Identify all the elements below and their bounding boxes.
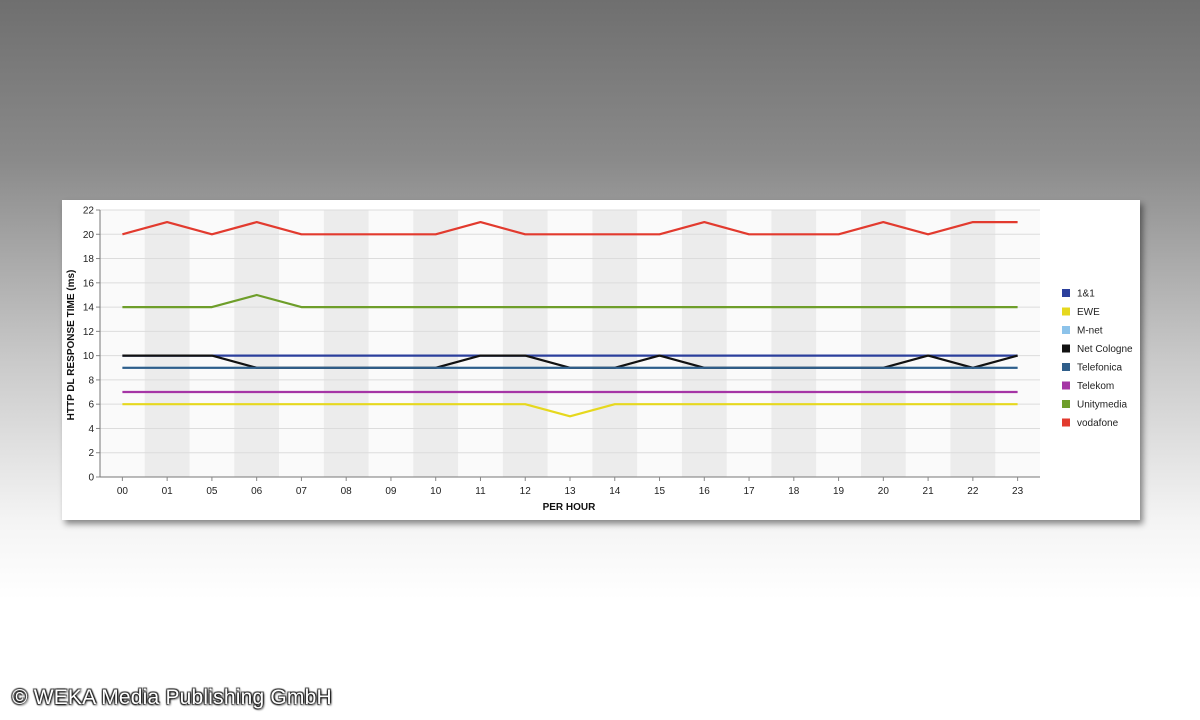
column-band (950, 210, 996, 477)
legend-swatch-ewe (1062, 307, 1070, 316)
legend-label-net-cologne: Net Cologne (1077, 344, 1133, 355)
chart-card: 0 2 4 6 8 10 12 14 16 18 20 22 00 01 05 06 07 08 09 10 11 12… (62, 200, 1140, 520)
x-tick-label: 01 (162, 486, 174, 497)
x-tick-label: 05 (206, 486, 218, 497)
x-tick-label: 23 (1012, 486, 1024, 497)
y-tick-label: 16 (83, 278, 95, 289)
y-tick-label: 6 (88, 400, 94, 411)
series-lines (122, 221, 1018, 418)
column-band (413, 210, 459, 477)
copyright-watermark: © WEKA Media Publishing GmbH (12, 686, 332, 709)
legend-label-telekom: Telekom (1077, 381, 1114, 392)
y-tick-label: 8 (88, 375, 94, 386)
legend-label-ewe: EWE (1077, 307, 1100, 318)
y-tick-label: 18 (83, 254, 95, 265)
x-tick-label: 21 (923, 486, 935, 497)
x-tick-label: 14 (609, 486, 621, 497)
legend-swatch-1-1 (1062, 289, 1070, 297)
column-band (502, 210, 548, 477)
y-tick-label: 4 (88, 424, 94, 435)
x-tick-label: 06 (251, 486, 263, 497)
column-band (771, 210, 817, 477)
legend-label-m-net: M-net (1077, 326, 1103, 337)
x-tick-label: 19 (833, 486, 845, 497)
x-tick-label: 17 (743, 486, 755, 497)
y-tick-label: 22 (83, 206, 95, 217)
x-tick-label: 12 (520, 486, 532, 497)
y-tick-label: 0 (88, 473, 94, 484)
legend-label-vodafone: vodafone (1077, 418, 1119, 429)
series-line-vodafone (122, 221, 1018, 236)
legend-label-telefonica: Telefonica (1077, 363, 1122, 374)
legend: 1&1 EWE M-net Net Cologne Telefonica Telekom U… (1062, 289, 1133, 429)
y-tick-label: 10 (83, 351, 95, 362)
x-tick-labels: 00 01 05 06 07 08 09 10 11 12 13 14 15 16 17 18 19 20 21 22… (117, 477, 1024, 497)
legend-swatch-net-cologne (1062, 344, 1070, 353)
y-tick-labels: 0 2 4 6 8 10 12 14 16 18 20 22 (83, 206, 95, 484)
y-axis-label: HTTP DL RESPONSE TIME (ms) (66, 270, 77, 421)
column-band (592, 210, 638, 477)
legend-swatch-unitymedia (1062, 400, 1070, 408)
y-tick-label: 12 (83, 327, 95, 338)
x-tick-label: 15 (654, 486, 666, 497)
x-tick-label: 00 (117, 486, 129, 497)
column-band (681, 210, 727, 477)
series-line-unitymedia (122, 293, 1018, 309)
column-bands (100, 210, 1040, 477)
y-tick-label: 14 (83, 303, 95, 314)
x-axis-label: PER HOUR (543, 502, 597, 513)
legend-swatch-vodafone (1062, 418, 1070, 427)
legend-swatch-m-net (1062, 326, 1070, 334)
legend-swatch-telekom (1062, 381, 1070, 390)
legend-swatch-telefonica (1062, 363, 1070, 371)
column-band (860, 210, 906, 477)
column-band (144, 210, 190, 477)
x-tick-label: 13 (564, 486, 576, 497)
x-tick-label: 10 (430, 486, 442, 497)
x-tick-label: 11 (475, 486, 486, 497)
x-tick-label: 07 (296, 486, 308, 497)
column-band (234, 210, 280, 477)
series-line-ewe (122, 403, 1018, 418)
y-tick-label: 2 (88, 448, 94, 459)
x-tick-label: 08 (341, 486, 353, 497)
legend-label-1-1: 1&1 (1077, 289, 1095, 300)
x-tick-label: 20 (878, 486, 890, 497)
column-band (323, 210, 369, 477)
x-tick-label: 18 (788, 486, 800, 497)
line-chart: 0 2 4 6 8 10 12 14 16 18 20 22 00 01 05 06 07 08 09 10 11 12… (66, 206, 1133, 514)
x-tick-label: 09 (385, 486, 397, 497)
y-tick-label: 20 (83, 230, 95, 241)
legend-label-unitymedia: Unitymedia (1077, 400, 1127, 411)
x-tick-label: 16 (699, 486, 711, 497)
x-tick-label: 22 (967, 486, 979, 497)
